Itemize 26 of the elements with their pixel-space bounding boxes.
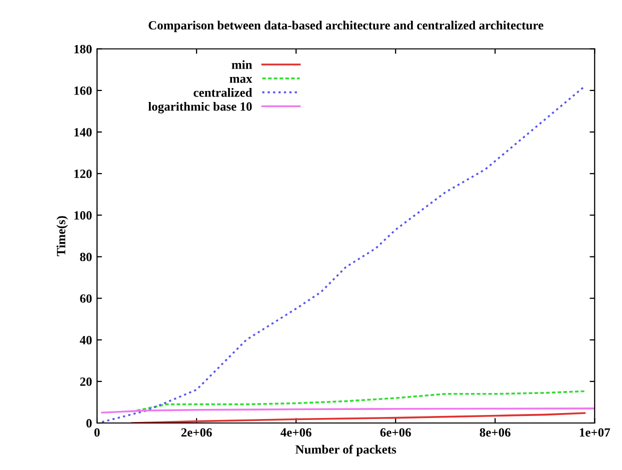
y-tick-label: 80 xyxy=(80,252,92,262)
x-tick-label: 8e+06 xyxy=(480,428,510,437)
line-series xyxy=(130,412,586,423)
y-tick-label: 60 xyxy=(80,294,92,303)
y-tick-label: 140 xyxy=(74,128,92,136)
y-tick-label: 20 xyxy=(80,377,92,386)
line-series xyxy=(136,390,586,412)
y-tick-label: 40 xyxy=(80,336,92,344)
y-axis-title: Time(s) xyxy=(56,216,68,256)
y-tick-label: 0 xyxy=(86,419,92,428)
line-series xyxy=(101,85,586,423)
y-tick-label: 120 xyxy=(74,170,92,178)
x-tick-label: 6e+06 xyxy=(380,428,411,437)
y-tick-label: 100 xyxy=(74,211,92,220)
legend-label: max xyxy=(230,76,252,83)
x-tick-label: 0 xyxy=(94,428,100,437)
legend-label: min xyxy=(232,60,252,69)
legend-label: centralized xyxy=(194,88,252,97)
x-tick-label: 1e+07 xyxy=(580,428,610,437)
x-axis-title: Number of packets xyxy=(295,444,396,456)
x-tick-label: 2e+06 xyxy=(181,428,212,437)
y-tick-label: 180 xyxy=(74,44,92,54)
legend-label: logarithmic base 10 xyxy=(148,102,252,114)
chart-title: Comparison between data-based architecture and centralized architecture xyxy=(148,20,544,32)
y-tick-label: 160 xyxy=(74,86,92,95)
x-tick-label: 4e+06 xyxy=(280,428,312,437)
